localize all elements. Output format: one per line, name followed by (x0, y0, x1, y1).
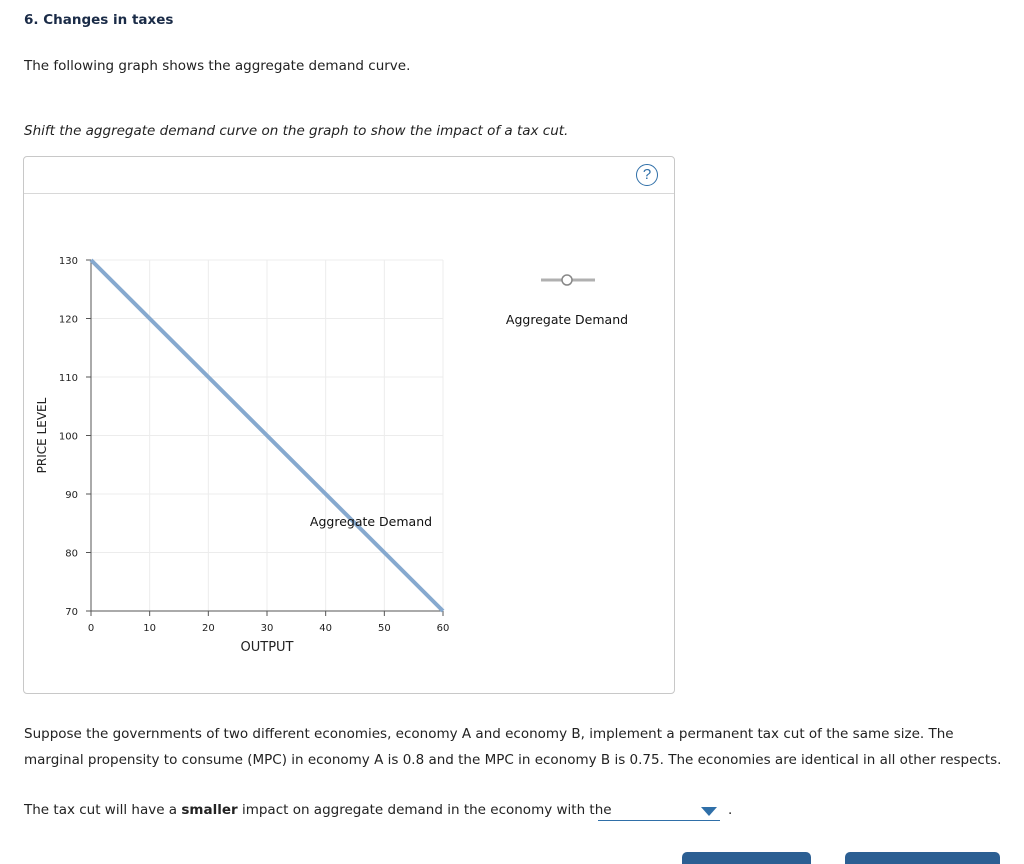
x-tick-label: 0 (88, 623, 94, 634)
followup-sentence: The tax cut will have a smaller impact o… (24, 802, 612, 818)
curve-label: Aggregate Demand (310, 514, 432, 529)
economy-dropdown[interactable] (598, 802, 720, 821)
save-continue-button[interactable] (845, 852, 1000, 864)
x-tick-label: 10 (143, 623, 156, 634)
sentence-bold: smaller (181, 802, 238, 818)
x-tick-label: 60 (437, 623, 450, 634)
palette-tool-label: Aggregate Demand (506, 312, 628, 327)
y-tick-label: 110 (59, 373, 78, 384)
sentence-period: . (728, 802, 733, 818)
x-tick-label: 40 (319, 623, 332, 634)
y-tick-label: 70 (65, 607, 78, 618)
graph-panel: ? 70 80 90 100 110 120 130 0 10 20 30 40 50 60 OUTPUT P… (23, 156, 675, 694)
sentence-post: impact on aggregate demand in the econom… (237, 802, 612, 818)
y-axis-label: PRICE LEVEL (35, 397, 49, 473)
palette-tool-handle-icon[interactable] (561, 274, 573, 286)
graph-toolbar: ? (24, 157, 674, 194)
y-tick-label: 80 (65, 549, 78, 560)
y-tick-label: 130 (59, 256, 78, 267)
x-tick-label: 30 (261, 623, 274, 634)
intro-text: The following graph shows the aggregate … (24, 58, 411, 74)
followup-paragraph: Suppose the governments of two different… (24, 726, 1002, 768)
ad-chart[interactable]: 70 80 90 100 110 120 130 0 10 20 30 40 50 60 OUTPUT PRI… (24, 157, 674, 693)
grade-button[interactable] (682, 852, 811, 864)
x-tick-label: 50 (378, 623, 391, 634)
x-axis-label: OUTPUT (241, 640, 294, 655)
instruction-text: Shift the aggregate demand curve on the … (24, 123, 569, 139)
y-tick-label: 120 (59, 315, 78, 326)
y-tick-label: 100 (59, 432, 78, 443)
question-title: 6. Changes in taxes (24, 12, 174, 28)
chevron-down-icon (701, 807, 717, 816)
aggregate-demand-curve[interactable] (89, 258, 445, 613)
y-tick-label: 90 (65, 490, 78, 501)
sentence-pre: The tax cut will have a (24, 802, 182, 818)
x-tick-label: 20 (202, 623, 215, 634)
help-icon[interactable]: ? (636, 164, 658, 186)
